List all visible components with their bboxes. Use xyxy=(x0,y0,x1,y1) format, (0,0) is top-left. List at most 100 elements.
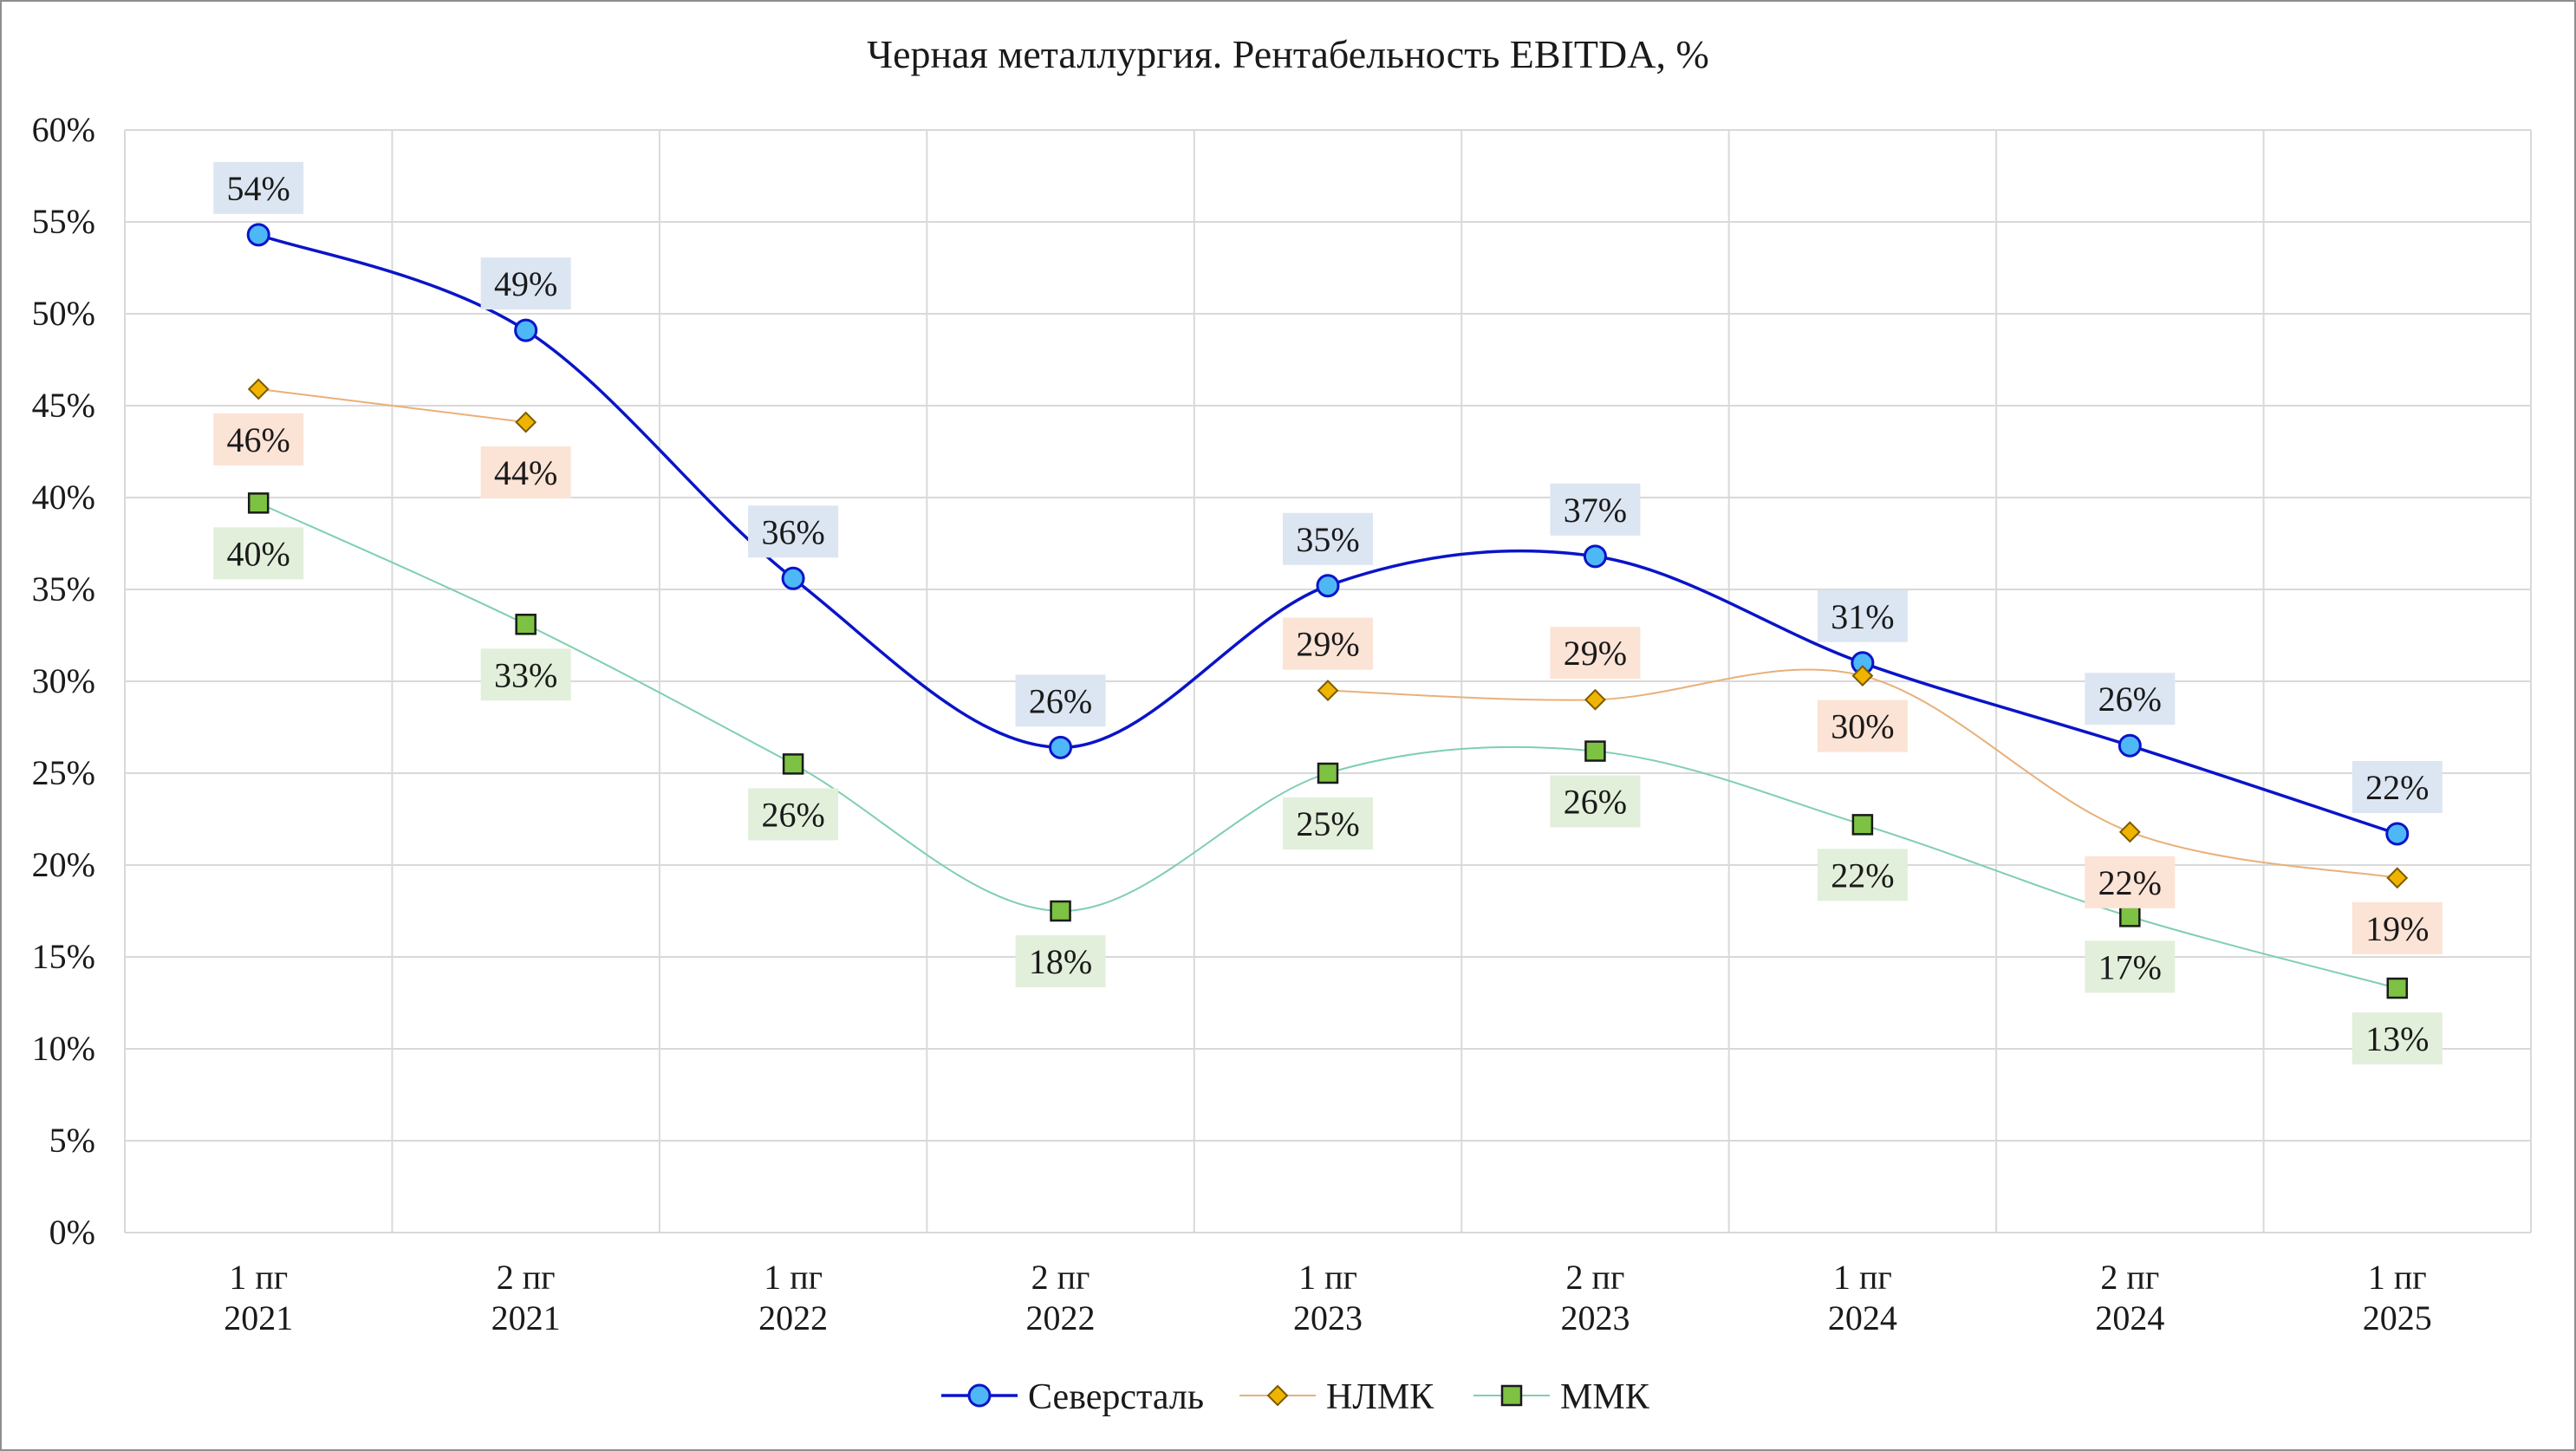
data-label-box xyxy=(1283,617,1373,670)
x-tick-label: 2 пг 2022 xyxy=(1026,1258,1096,1337)
y-tick-label: 30% xyxy=(32,661,95,700)
data-label: 46% xyxy=(213,413,304,465)
x-tick-year: 2022 xyxy=(758,1298,828,1337)
data-label: 49% xyxy=(480,257,571,310)
data-point xyxy=(515,411,537,433)
data-point xyxy=(2119,906,2141,927)
data-label: 29% xyxy=(1283,617,1373,670)
data-label-box xyxy=(1015,935,1106,987)
data-label-box xyxy=(1817,589,1908,642)
x-tick-label: 1 пг 2025 xyxy=(2363,1258,2432,1337)
data-label-text: 17% xyxy=(2098,947,2162,986)
data-label-text: 26% xyxy=(1564,783,1627,822)
x-tick-year: 2025 xyxy=(2363,1298,2432,1337)
data-label-text: 18% xyxy=(1029,942,1092,981)
data-label-text: 22% xyxy=(1831,856,1894,895)
data-label-box xyxy=(480,446,571,499)
data-label-text: 13% xyxy=(2365,1019,2429,1058)
x-tick-year: 2021 xyxy=(224,1298,293,1337)
legend-marker xyxy=(967,1383,992,1408)
data-label-text: 40% xyxy=(227,534,290,573)
data-label-text: 36% xyxy=(761,512,824,551)
data-point xyxy=(1317,680,1339,702)
data-point xyxy=(781,566,805,590)
data-point xyxy=(1851,814,1874,836)
x-tick-year: 2023 xyxy=(1560,1298,1630,1337)
data-label-box xyxy=(213,527,304,580)
data-label-text: 49% xyxy=(494,264,557,303)
data-label-box xyxy=(2352,901,2443,954)
x-tick-label: 2 пг 2021 xyxy=(491,1258,561,1337)
x-tick-label: 1 пг 2024 xyxy=(1828,1258,1897,1337)
y-tick-label: 40% xyxy=(32,478,95,517)
data-label-box xyxy=(1015,674,1106,727)
data-point xyxy=(2117,733,2142,758)
data-point xyxy=(2386,867,2409,889)
x-tick-year: 2024 xyxy=(1828,1298,1897,1337)
data-label-text: 22% xyxy=(2098,863,2162,902)
data-label-box xyxy=(1817,849,1908,901)
data-point xyxy=(247,378,270,400)
y-tick-label: 20% xyxy=(32,845,95,884)
data-point xyxy=(247,492,270,514)
x-tick-label: 2 пг 2023 xyxy=(1560,1258,1630,1337)
data-label: 22% xyxy=(2352,760,2443,813)
data-label-box xyxy=(1550,483,1641,536)
x-tick-period: 1 пг xyxy=(2368,1258,2427,1297)
data-point xyxy=(1317,762,1339,784)
x-tick-period: 2 пг xyxy=(1566,1258,1625,1297)
data-label-text: 46% xyxy=(227,420,290,459)
y-tick-label: 10% xyxy=(32,1029,95,1068)
data-label-box xyxy=(1817,699,1908,752)
data-label-box xyxy=(1283,512,1373,565)
series-line xyxy=(257,502,2398,990)
data-point xyxy=(514,318,538,342)
data-label-text: 29% xyxy=(1296,625,1359,664)
data-label: 54% xyxy=(213,161,304,214)
x-tick-year: 2021 xyxy=(491,1298,561,1337)
x-tick-label: 1 пг 2022 xyxy=(758,1258,828,1337)
data-label-text: 22% xyxy=(2365,768,2429,807)
y-tick-label: 35% xyxy=(32,569,95,608)
x-tick-label: 1 пг 2021 xyxy=(224,1258,293,1337)
legend-item: НЛМК xyxy=(1239,1377,1434,1417)
data-label-box xyxy=(1550,627,1641,680)
data-point xyxy=(2385,822,2410,846)
data-label: 33% xyxy=(480,648,571,701)
data-label-box xyxy=(480,257,571,310)
data-label-box xyxy=(748,788,839,841)
data-label-text: 30% xyxy=(1831,707,1894,746)
data-label: 35% xyxy=(1283,512,1373,565)
data-label-box xyxy=(480,648,571,701)
data-label-text: 35% xyxy=(1296,520,1359,559)
legend-item: ММК xyxy=(1473,1377,1650,1417)
data-label: 26% xyxy=(1550,775,1641,828)
x-tick-period: 1 пг xyxy=(1833,1258,1892,1297)
data-label: 18% xyxy=(1015,935,1106,987)
data-label: 31% xyxy=(1817,589,1908,642)
legend-item: Северсталь xyxy=(941,1377,1204,1417)
data-label-text: 29% xyxy=(1564,634,1627,673)
data-label: 22% xyxy=(2085,856,2176,908)
data-point xyxy=(2118,821,2141,843)
x-tick-period: 1 пг xyxy=(1298,1258,1357,1297)
data-label: 25% xyxy=(1283,797,1373,849)
legend: Северсталь НЛМК ММК xyxy=(941,1377,1650,1417)
y-tick-label: 60% xyxy=(32,110,95,149)
data-point xyxy=(2386,977,2409,999)
data-point xyxy=(1050,900,1071,922)
data-label-text: 31% xyxy=(1831,597,1894,636)
data-label-text: 19% xyxy=(2365,909,2429,948)
legend-label: НЛМК xyxy=(1326,1377,1434,1417)
data-label-box xyxy=(2085,673,2176,726)
series-lines xyxy=(257,233,2398,990)
data-label-box xyxy=(2085,856,2176,908)
y-tick-label: 0% xyxy=(49,1213,95,1252)
data-point xyxy=(1584,688,1606,711)
y-tick-label: 45% xyxy=(32,386,95,425)
data-label-text: 37% xyxy=(1564,491,1627,530)
data-label-text: 26% xyxy=(761,795,824,834)
data-label: 19% xyxy=(2352,901,2443,954)
legend-label: Северсталь xyxy=(1028,1377,1204,1417)
